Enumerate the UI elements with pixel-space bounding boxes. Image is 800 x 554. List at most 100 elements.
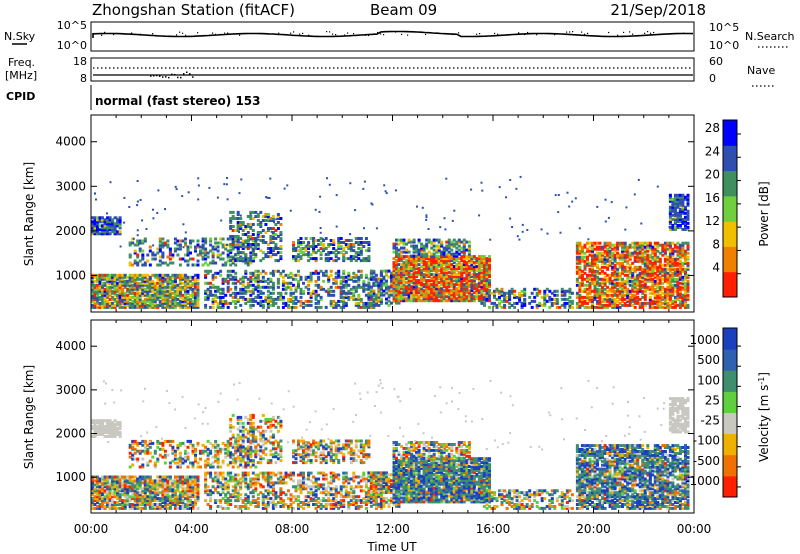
scatter-cell [221,251,225,255]
scatter-cell [246,283,250,287]
scatter-cell [385,297,388,301]
scatter-cell [442,291,446,295]
scatter-cell [256,275,260,279]
y-tick-label: 4000 [55,135,86,149]
scatter-cell [108,226,112,230]
scatter-cell [417,254,421,258]
scatter-cell [329,289,333,293]
scatter-cell [543,295,547,299]
scatter-cell [173,279,177,283]
scatter-cell [372,305,376,309]
scatter-cell [648,305,652,309]
scatter-cell [437,287,441,291]
scatter-cell [116,301,120,305]
scatter-cell [234,277,238,281]
scatter-cell [96,228,99,232]
scatter-cell [598,305,602,309]
scatter-cell [158,255,162,259]
scatter-cell [91,305,94,309]
scatter-cell [216,245,220,249]
scatter-cell [395,263,398,267]
nsearch-tick-high: 10^5 [709,21,739,34]
scatter-cell [608,301,612,305]
scatter-cell [668,197,672,201]
scatter-cell [108,303,112,307]
scatter-cell [116,495,120,499]
scatter-cell [684,289,687,293]
scatter-cell [294,295,298,299]
freq-tick-high: 18 [73,55,87,68]
scatter-cell [108,495,112,499]
scatter-cell [387,269,391,273]
scatter-cell [392,279,396,283]
scatter-cell [126,479,130,483]
scatter-cell [161,303,165,307]
scatter-cell [673,259,677,263]
scatter-cell [339,299,343,303]
scatter-cell [312,251,316,255]
scatter-cell [309,303,313,307]
scatter-cell [653,267,657,271]
scatter-cell [219,237,223,241]
scatter-cell [151,289,155,293]
scatter-cell [103,501,107,504]
scatter-cell [422,261,426,265]
scatter-cell [128,495,132,499]
scatter-cell [219,299,223,303]
scatter-cell [447,271,451,275]
scatter-cell [623,243,627,247]
scatter-cell [118,293,122,297]
scatter-cell [128,499,132,503]
scatter-cell [608,293,612,297]
scatter-cell [435,244,439,248]
sparse-echo [375,227,378,230]
scatter-cell [101,220,104,224]
scatter-cell [176,247,180,251]
scatter-cell [618,243,622,247]
scatter-cell [224,263,228,267]
scatter-cell [535,305,539,309]
scatter-cell [347,297,351,301]
scatter-cell [578,285,582,289]
scatter-cell [671,223,675,227]
scatter-cell [578,299,582,303]
sparse-echo [394,189,397,192]
scatter-cell [638,283,642,287]
scatter-cell [628,289,632,293]
scatter-cell [274,233,278,236]
scatter-cell [467,250,471,254]
scatter-cell [302,305,305,309]
scatter-cell [593,277,597,281]
sparse-echo [427,228,430,230]
scatter-cell [633,247,637,251]
scatter-cell [314,271,318,275]
scatter-cell [658,285,662,289]
scatter-cell [148,295,152,299]
scatter-cell [417,252,421,256]
scatter-cell [271,231,275,234]
scatter-cell [126,489,130,493]
sparse-echo [322,238,324,241]
scatter-cell [430,267,434,271]
scatter-cell [106,303,110,307]
scatter-cell [236,251,240,255]
scatter-cell [98,281,102,285]
scatter-cell [611,247,615,251]
scatter-cell [357,243,361,246]
scatter-cell [586,301,589,305]
scatter-cell [344,245,348,248]
scatter-cell [508,295,512,299]
scatter-cell [181,257,185,261]
scatter-cell [161,241,165,245]
scatter-cell [402,287,406,291]
scatter-cell [254,243,258,247]
scatter-cell [641,245,645,249]
scatter-cell [121,481,125,485]
freq-excursion-point [162,76,164,78]
scatter-cell [103,301,107,305]
scatter-cell [254,247,258,250]
scatter-cell [618,241,622,245]
scatter-cell [327,287,331,291]
scatter-cell [668,305,672,309]
scatter-cell [395,301,398,305]
